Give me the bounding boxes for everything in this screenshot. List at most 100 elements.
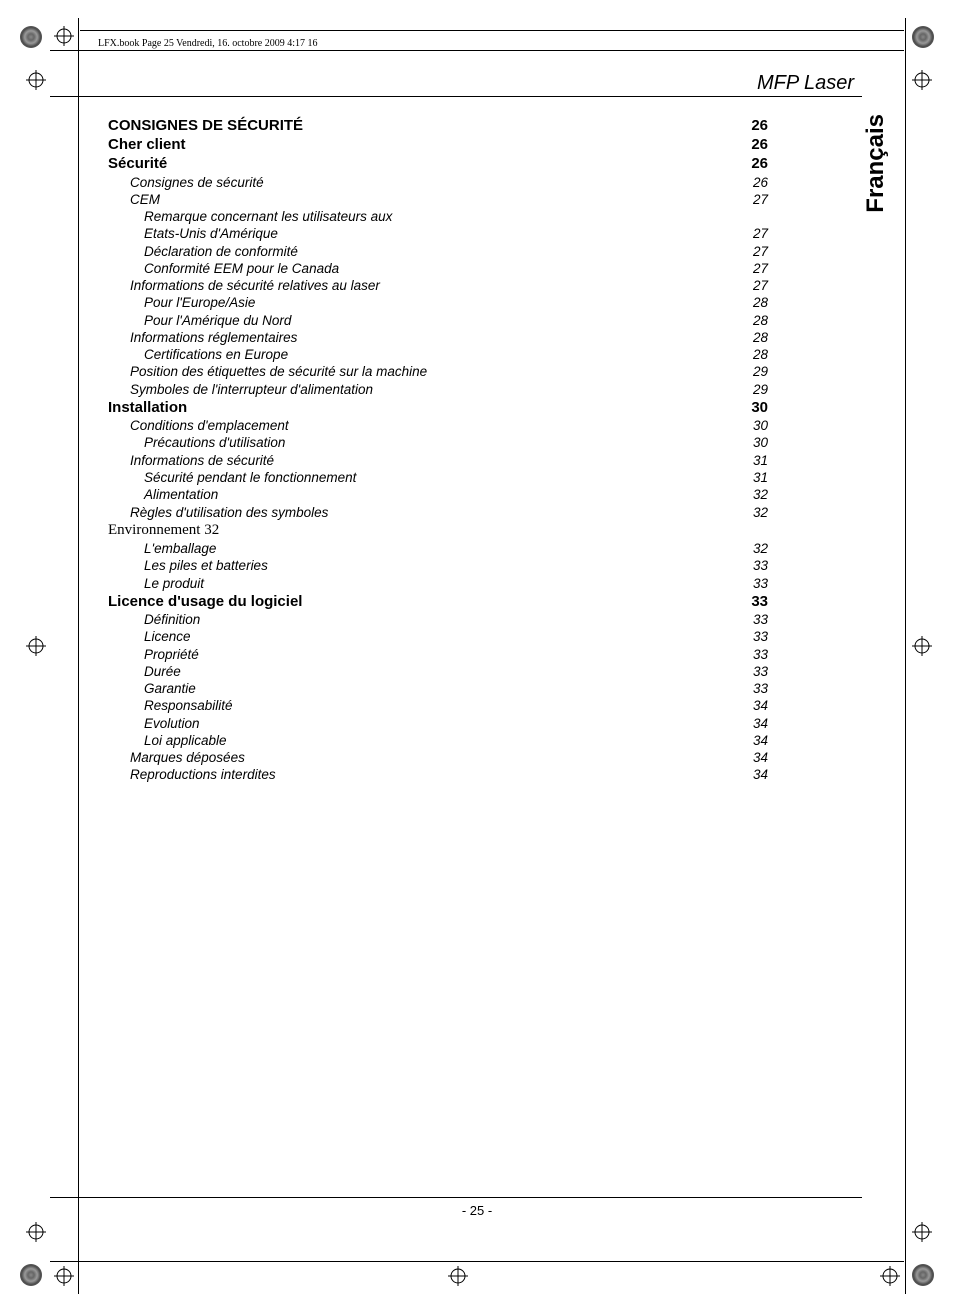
toc-title: Position des étiquettes de sécurité sur … [130, 363, 738, 380]
toc-page: 27 [738, 277, 768, 294]
registration-mark-icon [54, 26, 74, 46]
toc-title: Alimentation [144, 486, 738, 503]
table-of-contents: CONSIGNES DE SÉCURITÉ26Cher client26Sécu… [108, 116, 768, 784]
registration-mark-icon [912, 636, 932, 656]
toc-row: Position des étiquettes de sécurité sur … [108, 363, 768, 380]
registration-mark-icon [54, 1266, 74, 1286]
toc-page: 28 [738, 294, 768, 311]
toc-page: 30 [738, 417, 768, 434]
toc-row: CONSIGNES DE SÉCURITÉ26 [108, 116, 768, 135]
toc-page: 26 [738, 116, 768, 135]
toc-title: Garantie [144, 680, 738, 697]
toc-page: 32 [738, 504, 768, 521]
toc-page: 33 [738, 628, 768, 645]
toc-page: 33 [738, 557, 768, 574]
toc-title: Le produit [144, 575, 738, 592]
toc-page: 33 [738, 663, 768, 680]
toc-row: Alimentation32 [108, 486, 768, 503]
toc-title: CEM [130, 191, 738, 208]
toc-title: Licence [144, 628, 738, 645]
toc-row: Evolution34 [108, 715, 768, 732]
rosette-icon [912, 26, 934, 48]
toc-row: Informations de sécurité31 [108, 452, 768, 469]
toc-row: Loi applicable34 [108, 732, 768, 749]
toc-page: 26 [738, 174, 768, 191]
toc-title: Règles d'utilisation des symboles [130, 504, 738, 521]
rosette-icon [20, 1264, 42, 1286]
toc-row: Installation30 [108, 398, 768, 417]
toc-row: Les piles et batteries33 [108, 557, 768, 574]
toc-row: Licence d'usage du logiciel33 [108, 592, 768, 611]
toc-page: 28 [738, 312, 768, 329]
toc-row: Pour l'Amérique du Nord28 [108, 312, 768, 329]
toc-row: L'emballage32 [108, 540, 768, 557]
toc-page: 30 [738, 434, 768, 451]
toc-page: 34 [738, 749, 768, 766]
toc-row: Certifications en Europe28 [108, 346, 768, 363]
footer-line [50, 1197, 862, 1198]
toc-page: 34 [738, 715, 768, 732]
toc-title: Reproductions interdites [130, 766, 738, 783]
toc-title: Environnement 32 [108, 521, 768, 540]
toc-title: Installation [108, 398, 738, 417]
language-tab-label: Français [862, 114, 890, 213]
toc-row: Précautions d'utilisation30 [108, 434, 768, 451]
toc-row: Consignes de sécurité26 [108, 174, 768, 191]
toc-page: 28 [738, 346, 768, 363]
toc-row: Remarque concernant les utilisateurs aux [108, 208, 768, 225]
registration-mark-icon [26, 1222, 46, 1242]
toc-title: Informations réglementaires [130, 329, 738, 346]
toc-title: Pour l'Amérique du Nord [144, 312, 738, 329]
toc-page: 31 [738, 469, 768, 486]
crop-frame-bottom [50, 1261, 904, 1262]
toc-title: Conformité EEM pour le Canada [144, 260, 738, 277]
toc-title: Sécurité pendant le fonctionnement [144, 469, 738, 486]
toc-page: 26 [738, 135, 768, 154]
toc-page: 27 [738, 225, 768, 242]
toc-title: Sécurité [108, 154, 738, 173]
toc-row: Reproductions interdites34 [108, 766, 768, 783]
toc-title: CONSIGNES DE SÉCURITÉ [108, 116, 738, 135]
toc-title: Informations de sécurité [130, 452, 738, 469]
toc-row: Symboles de l'interrupteur d'alimentatio… [108, 381, 768, 398]
toc-row: Environnement 32 [108, 521, 768, 540]
rosette-icon [20, 26, 42, 48]
registration-mark-icon [448, 1266, 468, 1286]
toc-page: 33 [738, 611, 768, 628]
toc-page: 34 [738, 766, 768, 783]
toc-title: Déclaration de conformité [144, 243, 738, 260]
registration-mark-icon [26, 70, 46, 90]
toc-page: 30 [738, 398, 768, 417]
toc-page: 33 [738, 575, 768, 592]
toc-page: 27 [738, 243, 768, 260]
toc-page: 26 [738, 154, 768, 173]
toc-page: 27 [738, 260, 768, 277]
toc-title: Consignes de sécurité [130, 174, 738, 191]
toc-title: Cher client [108, 135, 738, 154]
toc-title: Précautions d'utilisation [144, 434, 738, 451]
toc-title: Loi applicable [144, 732, 738, 749]
toc-row: Licence33 [108, 628, 768, 645]
title-underline [50, 96, 862, 97]
registration-mark-icon [880, 1266, 900, 1286]
toc-page: 27 [738, 191, 768, 208]
crop-frame-left [78, 18, 79, 1294]
toc-row: CEM27 [108, 191, 768, 208]
toc-row: Pour l'Europe/Asie28 [108, 294, 768, 311]
toc-page: 33 [738, 680, 768, 697]
toc-row: Informations réglementaires28 [108, 329, 768, 346]
toc-row: Garantie33 [108, 680, 768, 697]
toc-page: 32 [738, 540, 768, 557]
toc-row: Règles d'utilisation des symboles32 [108, 504, 768, 521]
toc-title: Certifications en Europe [144, 346, 738, 363]
toc-page: 31 [738, 452, 768, 469]
toc-title: Définition [144, 611, 738, 628]
toc-title: Les piles et batteries [144, 557, 738, 574]
toc-title: Evolution [144, 715, 738, 732]
toc-title: Symboles de l'interrupteur d'alimentatio… [130, 381, 738, 398]
crop-frame-top2 [50, 50, 904, 51]
crop-frame-right [905, 18, 906, 1294]
toc-page: 29 [738, 381, 768, 398]
toc-page: 28 [738, 329, 768, 346]
toc-title: Pour l'Europe/Asie [144, 294, 738, 311]
